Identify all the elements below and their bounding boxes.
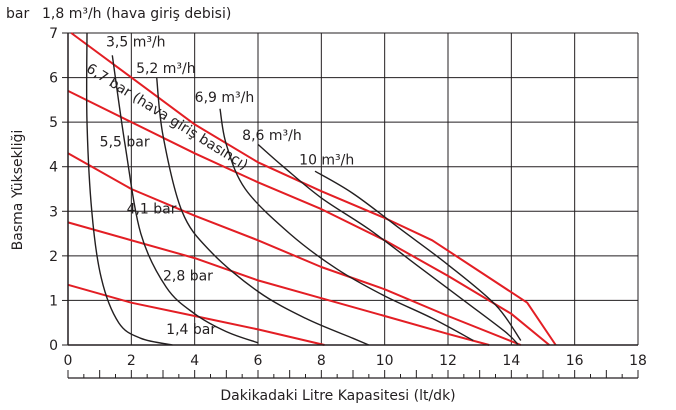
curve-annotation: 4,1 bar: [127, 202, 177, 218]
y-axis-label: Basma Yüksekliği: [10, 129, 26, 251]
flow-curve: [219, 108, 474, 342]
y-tick-label: 7: [49, 26, 58, 42]
flow-curve: [156, 77, 370, 346]
pressure-line: [67, 221, 490, 346]
y-tick-label: 1: [49, 293, 58, 309]
x-tick-label: 18: [629, 353, 647, 369]
x-tick-label: 6: [254, 353, 263, 369]
curve-annotation: 5,5 bar: [100, 135, 150, 151]
y-unit-label: bar: [6, 6, 30, 22]
flow-curve: [314, 170, 522, 341]
x-tick-label: 12: [439, 353, 457, 369]
flow-curve: [85, 32, 173, 346]
x-tick-label: 14: [502, 353, 520, 369]
chart-header-note: 1,8 m³/h (hava giriş debisi): [42, 6, 232, 22]
x-tick-label: 0: [64, 353, 73, 369]
y-tick-label: 2: [49, 249, 58, 265]
pressure-line: [70, 32, 557, 346]
y-tick-label: 6: [49, 71, 58, 87]
curve-annotation: 10 m³/h: [299, 152, 354, 168]
y-tick-label: 3: [49, 204, 58, 220]
x-axis-label: Dakikadaki Litre Kapasitesi (lt/dk): [220, 388, 456, 404]
curve-annotation: 1,4 bar: [166, 322, 216, 338]
pressure-line: [67, 152, 522, 346]
x-tick-label: 2: [127, 353, 136, 369]
x-tick-label: 4: [190, 353, 199, 369]
y-tick-label: 5: [49, 115, 58, 131]
grid-layer: [67, 32, 639, 346]
pressure-line: [67, 283, 325, 346]
curve-annotation: 2,8 bar: [163, 268, 213, 284]
flow-curve: [257, 143, 519, 345]
curve-annotation: 5,2 m³/h: [136, 61, 196, 77]
y-tick-label: 0: [49, 338, 58, 354]
x-tick-label: 10: [376, 353, 394, 369]
annotations-layer: 3,5 m³/h5,2 m³/h6,9 m³/h8,6 m³/h10 m³/h6…: [83, 34, 354, 337]
air-flow-curves: [85, 32, 522, 346]
x-tick-label: 8: [317, 353, 326, 369]
curve-annotation: 3,5 m³/h: [106, 34, 166, 50]
curve-annotation: 6,9 m³/h: [195, 90, 255, 106]
pressure-line: [67, 90, 550, 346]
y-tick-label: 4: [49, 160, 58, 176]
curve-annotation: 8,6 m³/h: [242, 128, 302, 144]
flow-curve: [111, 55, 259, 344]
x-tick-label: 16: [566, 353, 584, 369]
air-pressure-lines: [67, 32, 557, 346]
